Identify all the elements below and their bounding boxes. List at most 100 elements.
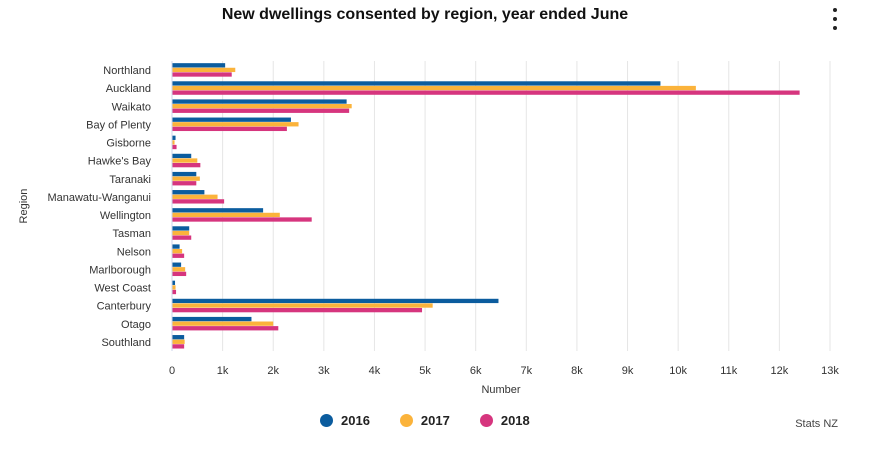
- y-tick-label: Auckland: [106, 83, 151, 95]
- legend-marker-icon: [479, 414, 493, 427]
- bar-2016-waikato: [172, 99, 347, 104]
- bar-2017-west-coast: [172, 285, 176, 290]
- bar-2018-marlborough: [172, 271, 187, 277]
- y-tick-label: Manawatu-Wanganui: [47, 192, 151, 204]
- y-tick-label: Marlborough: [89, 264, 151, 276]
- bar-2017-northland: [172, 67, 236, 73]
- legend-marker-icon: [320, 414, 333, 427]
- bar-2018-wellington: [172, 217, 312, 222]
- legend-item-2016[interactable]: 2016: [320, 413, 370, 428]
- y-tick-label: Waikato: [112, 101, 151, 113]
- legend-label: 2016: [341, 413, 370, 428]
- bar-2016-manawatu-wanganui: [172, 190, 205, 195]
- bar-2018-auckland: [172, 90, 800, 95]
- bar-2017-waikato: [172, 104, 352, 109]
- y-tick-label: Wellington: [100, 210, 151, 222]
- bar-2018-waikato: [172, 108, 350, 113]
- bar-2016-northland: [172, 63, 226, 68]
- bar-2017-auckland: [172, 85, 696, 91]
- x-tick-label: 5k: [419, 365, 431, 377]
- bar-2016-canterbury: [172, 298, 499, 304]
- y-tick-label: Hawke's Bay: [88, 156, 152, 168]
- y-axis-title: Region: [18, 189, 30, 224]
- y-tick-label: Nelson: [117, 246, 151, 258]
- bar-2017-hawke-s-bay: [172, 158, 198, 163]
- bar-2016-otago: [172, 316, 252, 322]
- y-tick-label: Southland: [101, 337, 151, 349]
- bar-2016-hawke-s-bay: [172, 153, 192, 159]
- legend-item-2018[interactable]: 2018: [479, 413, 530, 428]
- x-tick-label: 10k: [669, 365, 687, 377]
- bar-2017-marlborough: [172, 267, 186, 272]
- y-axis-labels: Northland Auckland Waikato Bay of Plenty Gis…: [47, 65, 151, 349]
- more-vert-icon-dot: [833, 17, 837, 21]
- bar-2018-northland: [172, 72, 232, 77]
- bar-2017-gisborne: [172, 140, 175, 145]
- x-tick-label: 4k: [369, 365, 381, 377]
- x-tick-label: 7k: [520, 365, 532, 377]
- bar-2016-tasman: [172, 226, 190, 231]
- bar-2017-canterbury: [172, 303, 433, 308]
- bar-2017-nelson: [172, 249, 183, 254]
- bar-2016-gisborne: [172, 135, 176, 140]
- chart-title: New dwellings consented by region, year …: [221, 6, 629, 23]
- bar-2017-wellington: [172, 212, 280, 218]
- y-tick-label: West Coast: [94, 283, 151, 295]
- x-tick-label: 12k: [771, 365, 789, 377]
- bar-2016-taranaki: [172, 171, 197, 177]
- bar-2016-marlborough: [172, 262, 182, 267]
- credit-text[interactable]: Stats NZ: [795, 418, 838, 430]
- x-tick-label: 13k: [821, 365, 839, 377]
- bar-2017-tasman: [172, 230, 190, 236]
- y-tick-label: Bay of Plenty: [86, 119, 151, 131]
- bar-2017-taranaki: [172, 176, 200, 181]
- bar-2016-southland: [172, 335, 185, 340]
- x-tick-label: 11k: [720, 365, 737, 377]
- bars: [172, 63, 800, 349]
- x-tick-label: 3k: [318, 365, 330, 377]
- bar-2016-west-coast: [172, 280, 176, 285]
- legend-item-2017[interactable]: 2017: [399, 413, 450, 428]
- x-tick-label: 8k: [571, 365, 583, 377]
- bar-2016-nelson: [172, 244, 180, 249]
- bar-2018-taranaki: [172, 181, 197, 186]
- more-vert-icon: [833, 8, 837, 12]
- bar-2018-gisborne: [172, 144, 177, 150]
- bar-2018-southland: [172, 344, 185, 349]
- chart-menu-button[interactable]: [826, 8, 844, 30]
- bar-2017-southland: [172, 339, 185, 344]
- bar-2018-hawke-s-bay: [172, 162, 201, 168]
- x-tick-label: 9k: [622, 365, 634, 377]
- bar-2017-manawatu-wanganui: [172, 194, 218, 199]
- y-tick-label: Taranaki: [109, 174, 151, 186]
- y-tick-label: Tasman: [112, 228, 151, 240]
- bar-2018-bay-of-plenty: [172, 126, 287, 132]
- y-tick-label: Otago: [121, 319, 151, 331]
- y-tick-label: Canterbury: [97, 301, 152, 313]
- bar-2018-canterbury: [172, 307, 423, 313]
- bar-2018-otago: [172, 326, 279, 331]
- bar-2016-auckland: [172, 81, 661, 86]
- bar-2016-bay-of-plenty: [172, 117, 291, 122]
- bar-2018-tasman: [172, 235, 192, 240]
- legend-marker-icon: [399, 414, 413, 427]
- bar-2017-otago: [172, 321, 274, 326]
- bar-2018-manawatu-wanganui: [172, 199, 225, 204]
- more-vert-icon-dot: [833, 26, 837, 30]
- y-tick-label: Gisborne: [106, 138, 151, 150]
- legend-label: 2018: [500, 413, 530, 428]
- x-tick-label: 1k: [217, 365, 229, 377]
- bar-2018-nelson: [172, 253, 185, 258]
- legend: 2016 2017 2018: [320, 413, 530, 428]
- x-axis-labels: 0 1k 2k 3k 4k 5k 6k 7k 8k 9k 10k 11k 12k 13k: [169, 365, 839, 377]
- x-tick-label: 6k: [470, 365, 482, 377]
- x-tick-label: 2k: [267, 365, 279, 377]
- y-tick-label: Northland: [103, 65, 151, 77]
- bar-2018-west-coast: [172, 289, 177, 295]
- bar-2016-wellington: [172, 208, 264, 213]
- legend-label: 2017: [420, 413, 450, 428]
- x-axis-title: Number: [481, 384, 520, 396]
- x-tick-label: 0: [169, 365, 175, 377]
- bar-2017-bay-of-plenty: [172, 122, 299, 127]
